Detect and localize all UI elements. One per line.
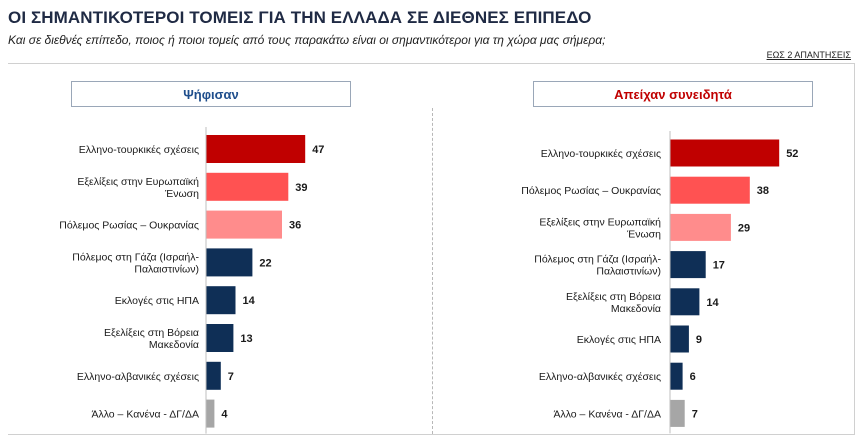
bar-left-1 bbox=[206, 172, 289, 201]
value-label-right-1: 38 bbox=[757, 185, 769, 197]
value-label-right-3: 17 bbox=[713, 260, 725, 272]
value-label-left-1: 39 bbox=[295, 182, 307, 194]
answers-note: ΕΩΣ 2 ΑΠΑΝΤΗΣΕΙΣ bbox=[766, 50, 851, 60]
category-label-left-5-line-0: Εξελίξεις στη Βόρεια bbox=[104, 327, 199, 339]
bar-left-6 bbox=[206, 361, 221, 390]
category-label-left-7: Άλλο – Κανένα - ΔΓ/ΔΑ bbox=[91, 409, 199, 421]
bar-left-5 bbox=[206, 324, 234, 352]
category-label-left-3-line-0: Πόλεμος στη Γάζα (Ισραήλ- bbox=[72, 251, 199, 263]
category-label-right-4-line-1: Μακεδονία bbox=[611, 303, 661, 315]
frame-right-border bbox=[854, 63, 855, 435]
bar-left-4 bbox=[206, 286, 236, 315]
bar-right-6 bbox=[670, 362, 683, 390]
category-label-right-2-line-0: Εξελίξεις στην Ευρωπαϊκή bbox=[539, 216, 661, 228]
value-label-left-6: 7 bbox=[228, 371, 234, 383]
bar-right-0 bbox=[670, 139, 780, 167]
category-label-left-6: Ελληνο-αλβανικές σχέσεις bbox=[77, 371, 199, 383]
panel-divider bbox=[432, 108, 433, 434]
category-label-right-6: Ελληνο-αλβανικές σχέσεις bbox=[539, 371, 661, 383]
value-label-right-6: 6 bbox=[690, 371, 696, 383]
bar-right-3 bbox=[670, 251, 706, 279]
value-label-right-5: 9 bbox=[696, 334, 702, 346]
category-label-left-4: Εκλογές στις ΗΠΑ bbox=[115, 295, 199, 307]
right-panel-title: Απείχαν συνειδητά bbox=[533, 81, 813, 107]
value-label-left-4: 14 bbox=[243, 295, 256, 307]
category-label-right-4-line-0: Εξελίξεις στη Βόρεια bbox=[566, 291, 661, 303]
value-label-right-7: 7 bbox=[692, 408, 698, 420]
bar-right-7 bbox=[670, 399, 685, 427]
header-divider bbox=[8, 63, 855, 64]
category-label-right-2-line-1: Ένωση bbox=[626, 228, 661, 240]
value-label-left-3: 22 bbox=[259, 257, 271, 269]
value-label-left-2: 36 bbox=[289, 220, 301, 232]
value-label-right-2: 29 bbox=[738, 222, 750, 234]
page-subtitle: Και σε διεθνές επίπεδο, ποιος ή ποιοι το… bbox=[8, 33, 606, 47]
category-label-right-3-line-0: Πόλεμος στη Γάζα (Ισραήλ- bbox=[534, 254, 661, 266]
category-label-left-1-line-1: Ένωση bbox=[164, 188, 199, 200]
category-label-left-0: Ελληνο-τουρκικές σχέσεις bbox=[79, 144, 199, 156]
bar-right-2 bbox=[670, 213, 731, 241]
category-label-right-3-line-1: Παλαιστινίων) bbox=[596, 266, 661, 278]
category-label-right-7: Άλλο – Κανένα - ΔΓ/ΔΑ bbox=[553, 408, 661, 420]
category-label-left-5-line-1: Μακεδονία bbox=[149, 339, 199, 351]
category-label-left-1-line-0: Εξελίξεις στην Ευρωπαϊκή bbox=[77, 176, 199, 188]
bar-right-1 bbox=[670, 176, 750, 204]
bar-right-4 bbox=[670, 288, 700, 316]
bar-right-5 bbox=[670, 325, 689, 353]
left-panel-title: Ψήφισαν bbox=[71, 81, 351, 107]
category-label-right-1: Πόλεμος Ρωσίας – Ουκρανίας bbox=[521, 185, 661, 197]
page-title: ΟΙ ΣΗΜΑΝΤΙΚΟΤΕΡΟΙ ΤΟΜΕΙΣ ΓΙΑ ΤΗΝ ΕΛΛΑΔΑ … bbox=[8, 8, 592, 27]
bar-left-0 bbox=[206, 135, 306, 163]
bar-left-2 bbox=[206, 210, 282, 239]
bar-left-7 bbox=[206, 399, 215, 428]
category-label-right-5: Εκλογές στις ΗΠΑ bbox=[577, 334, 661, 346]
category-label-left-3-line-1: Παλαιστινίων) bbox=[134, 263, 199, 275]
bar-left-3 bbox=[206, 248, 253, 277]
value-label-left-7: 4 bbox=[221, 409, 228, 421]
category-label-left-2: Πόλεμος Ρωσίας – Ουκρανίας bbox=[59, 220, 199, 232]
value-label-right-0: 52 bbox=[786, 148, 798, 160]
value-label-left-0: 47 bbox=[312, 144, 324, 156]
frame-bottom-border bbox=[8, 434, 855, 435]
category-label-right-0: Ελληνο-τουρκικές σχέσεις bbox=[541, 148, 661, 160]
value-label-left-5: 13 bbox=[240, 333, 252, 345]
value-label-right-4: 14 bbox=[706, 297, 719, 309]
